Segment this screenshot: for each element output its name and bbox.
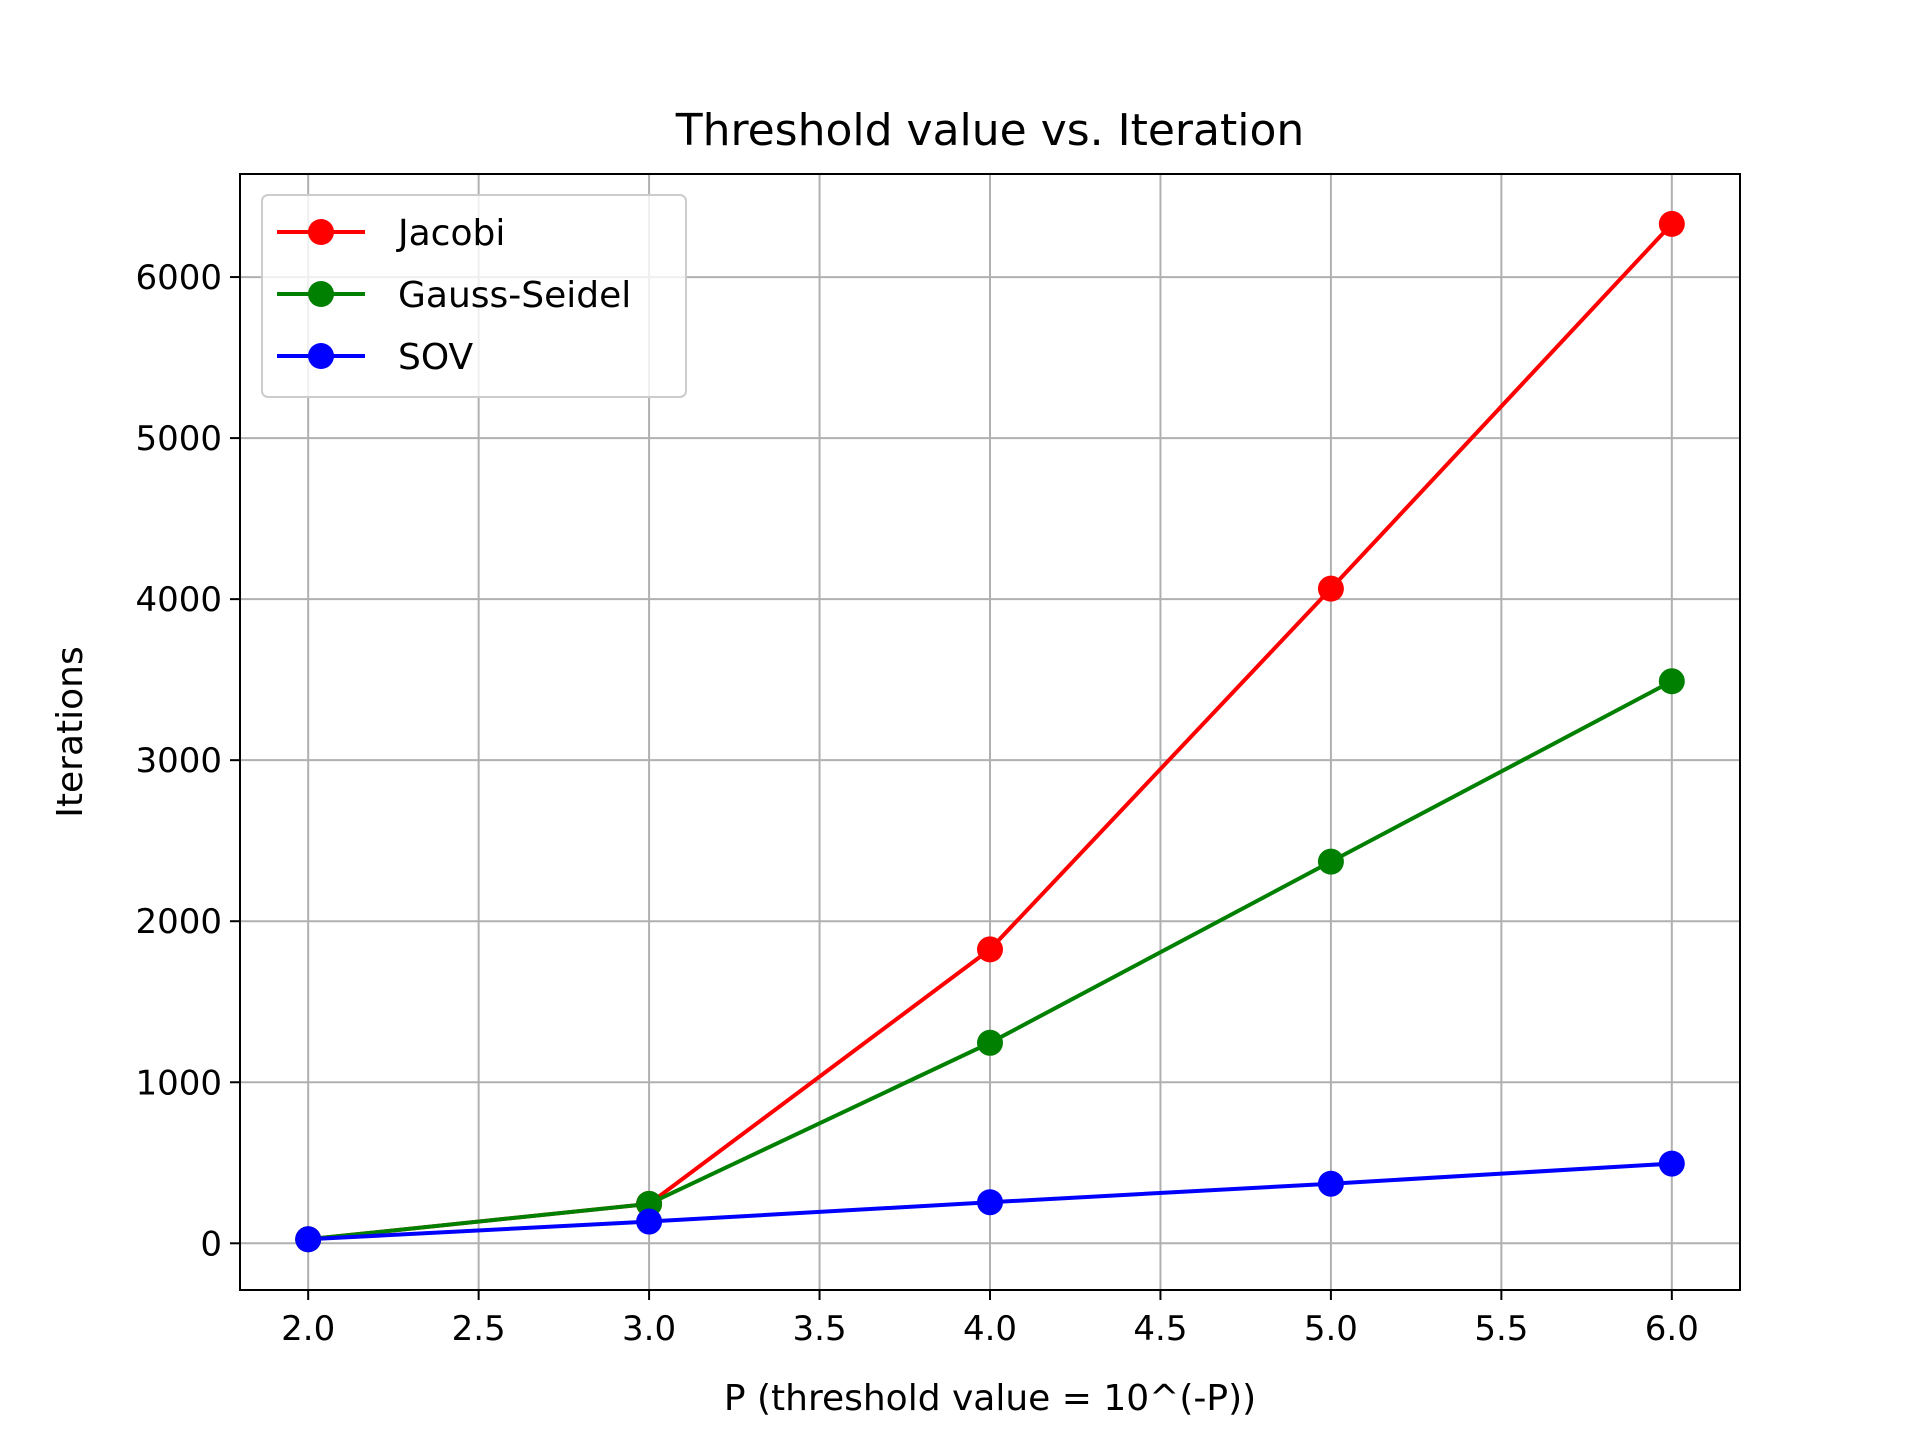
legend-marker-sov	[308, 343, 334, 369]
y-tick-label: 5000	[135, 419, 222, 459]
x-tick-label: 6.0	[1645, 1309, 1699, 1349]
y-tick-label: 6000	[135, 258, 222, 298]
legend-label-gauss-seidel: Gauss-Seidel	[398, 275, 631, 316]
y-tick-label: 3000	[135, 741, 222, 781]
x-axis-ticks: 2.0 2.5 3.0 3.5 4.0 4.5 5.0 5.5 6.0	[281, 1290, 1699, 1349]
x-tick-label: 4.0	[963, 1309, 1017, 1349]
y-axis-label: Iterations	[50, 646, 91, 817]
legend-box	[261, 194, 687, 398]
data-point-gauss-seidel	[1317, 848, 1344, 875]
data-point-jacobi	[977, 936, 1003, 963]
y-tick-label: 1000	[135, 1063, 222, 1103]
legend-label-jacobi: Jacobi	[396, 213, 505, 254]
data-point-sov	[977, 1189, 1003, 1216]
x-tick-label: 2.5	[452, 1309, 506, 1349]
data-point-gauss-seidel	[1658, 668, 1685, 695]
legend: Jacobi Gauss-Seidel SOV	[261, 194, 687, 398]
data-point-jacobi	[1658, 210, 1685, 237]
y-tick-label: 2000	[135, 902, 222, 942]
y-tick-label: 4000	[135, 580, 222, 620]
x-tick-label: 5.5	[1474, 1309, 1528, 1349]
x-tick-label: 4.5	[1133, 1309, 1187, 1349]
data-point-sov	[1658, 1150, 1685, 1177]
series-layer	[295, 210, 1685, 1253]
data-point-jacobi	[1317, 575, 1344, 602]
legend-marker-gauss-seidel	[308, 281, 334, 307]
y-axis-ticks: 0 1000 2000 3000 4000 5000 6000	[135, 258, 240, 1264]
x-axis-label: P (threshold value = 10^(-P))	[724, 1378, 1256, 1419]
data-point-sov	[1317, 1170, 1344, 1197]
data-point-sov	[636, 1208, 663, 1235]
legend-label-sov: SOV	[398, 337, 474, 378]
data-point-gauss-seidel	[977, 1029, 1003, 1056]
x-tick-label: 5.0	[1304, 1309, 1358, 1349]
legend-marker-jacobi	[308, 219, 334, 245]
x-tick-label: 3.0	[622, 1309, 676, 1349]
y-tick-label: 0	[200, 1224, 222, 1264]
data-point-sov	[295, 1226, 322, 1253]
x-tick-label: 3.5	[793, 1309, 847, 1349]
x-tick-label: 2.0	[281, 1309, 335, 1349]
chart-title: Threshold value vs. Iteration	[675, 105, 1305, 156]
